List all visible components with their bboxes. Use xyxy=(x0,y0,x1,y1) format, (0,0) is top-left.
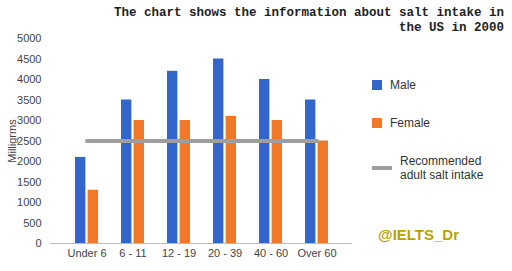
svg-text:Under 6: Under 6 xyxy=(67,247,106,259)
html-text:Female: Female xyxy=(390,116,430,130)
svg-text:4000: 4000 xyxy=(17,73,41,85)
svg-text:3000: 3000 xyxy=(17,114,41,126)
svg-text:20 - 39: 20 - 39 xyxy=(208,247,242,259)
html-text:Male: Male xyxy=(390,78,416,92)
html-text:The chart shows the informatio: The chart shows the information about sa… xyxy=(113,6,504,35)
svg-text:40 - 60: 40 - 60 xyxy=(254,247,288,259)
html-text:Recommended adult salt intake: Recommended adult salt intake xyxy=(400,154,484,182)
svg-text:Milligrms: Milligrms xyxy=(6,119,18,163)
svg-text:2500: 2500 xyxy=(17,135,41,147)
svg-text:1500: 1500 xyxy=(17,176,41,188)
svg-text:3500: 3500 xyxy=(17,94,41,106)
svg-text:4500: 4500 xyxy=(17,53,41,65)
html-text:@IELTS_Dr: @IELTS_Dr xyxy=(378,226,459,243)
svg-text:6 - 11: 6 - 11 xyxy=(119,247,146,259)
svg-text:Over 60: Over 60 xyxy=(297,247,336,259)
svg-text:12 - 19: 12 - 19 xyxy=(162,247,196,259)
svg-text:0: 0 xyxy=(35,237,41,249)
svg-text:500: 500 xyxy=(23,217,41,229)
svg-text:1000: 1000 xyxy=(17,196,41,208)
svg-text:5000: 5000 xyxy=(17,32,41,44)
svg-text:2000: 2000 xyxy=(17,155,41,167)
